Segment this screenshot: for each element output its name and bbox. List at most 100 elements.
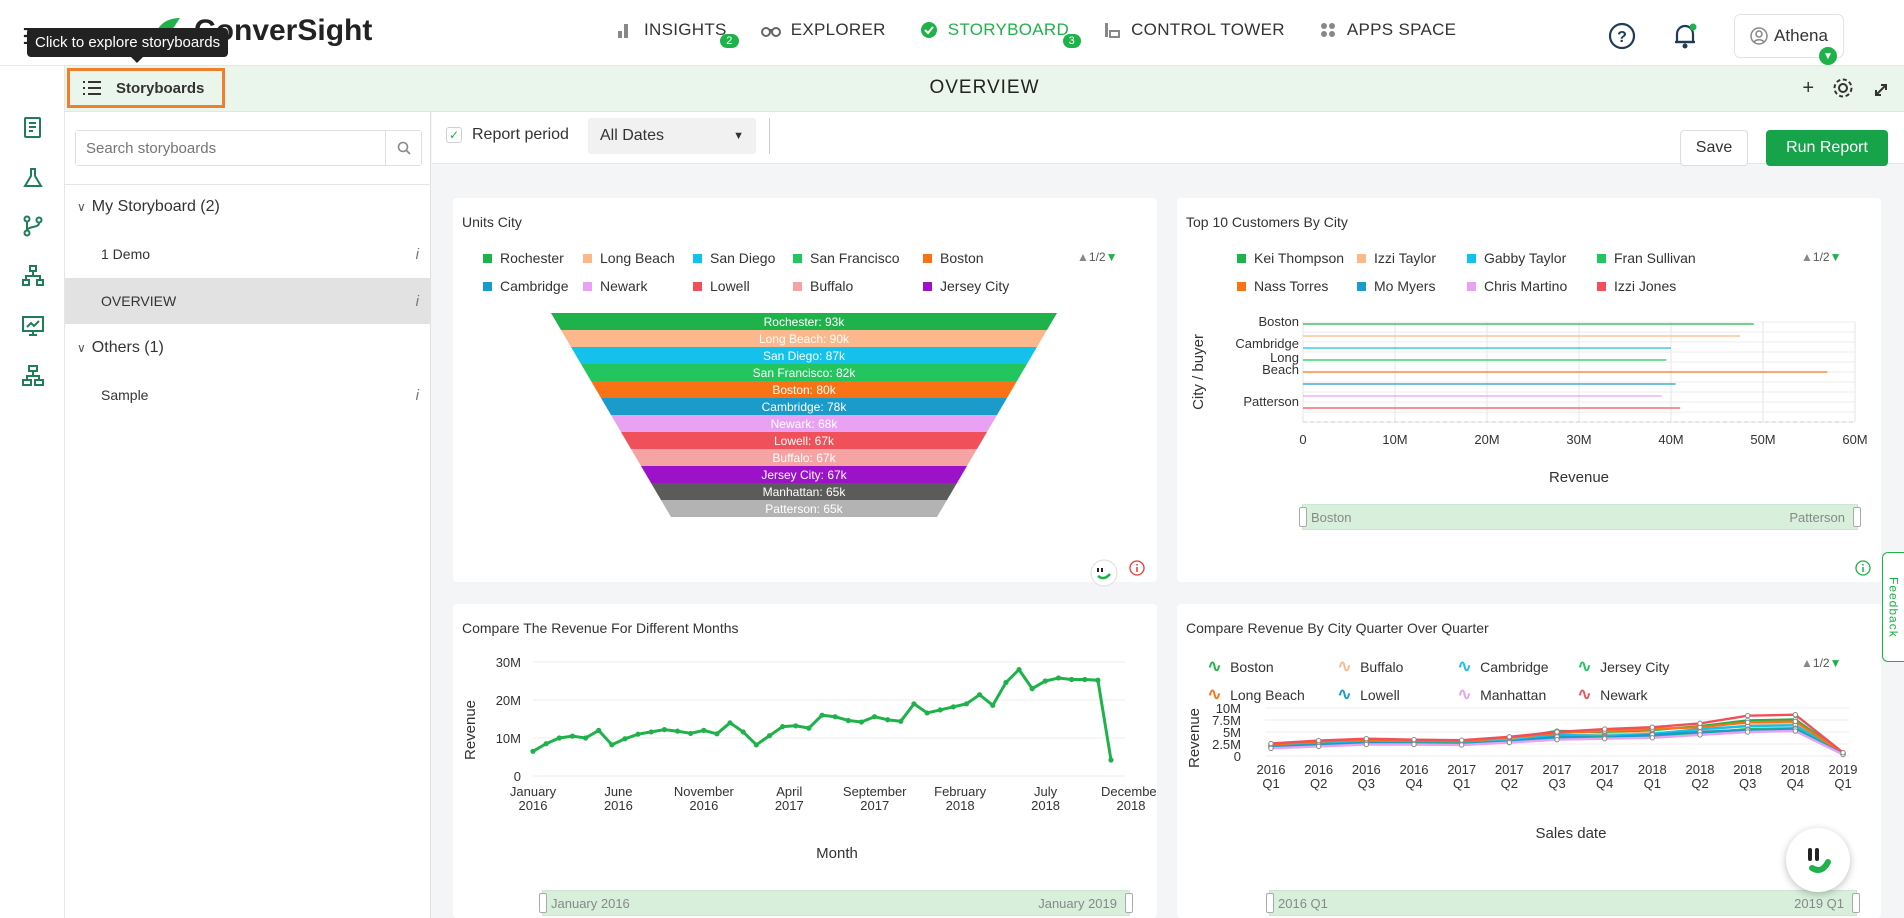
legend-item[interactable]: ∿ Cambridge	[1457, 656, 1549, 677]
user-menu-button[interactable]: Athena ▼	[1734, 14, 1844, 65]
legend-item[interactable]: Fran Sullivan	[1597, 250, 1696, 266]
range-slider[interactable]: January 2016 January 2019	[539, 890, 1133, 916]
legend-item[interactable]: ∿ Lowell	[1337, 684, 1400, 705]
info-icon[interactable]	[1129, 560, 1145, 576]
info-icon[interactable]	[1855, 560, 1871, 576]
org-chart-icon[interactable]	[21, 364, 45, 388]
legend-pager[interactable]: ▲1/2▼	[1077, 250, 1117, 264]
run-report-button[interactable]: Run Report	[1766, 130, 1888, 166]
storyboard-item-sample[interactable]: Sample i	[65, 372, 431, 418]
search-icon[interactable]	[385, 131, 421, 165]
legend-item[interactable]: Izzi Jones	[1597, 278, 1676, 294]
branch-icon[interactable]	[21, 214, 45, 238]
pager-up-icon[interactable]: ▲	[1801, 656, 1813, 670]
nav-control-tower[interactable]: CONTROL TOWER	[1103, 20, 1285, 40]
date-range-select[interactable]: All Dates ▼	[588, 118, 756, 154]
ai-assistant-icon[interactable]	[1089, 558, 1119, 588]
legend-item[interactable]: San Francisco	[793, 250, 899, 266]
storyboards-toggle-button[interactable]: Storyboards	[67, 68, 225, 108]
legend-item[interactable]: ∿ Jersey City	[1577, 656, 1669, 677]
group-others[interactable]: ∨ Others (1)	[77, 339, 164, 357]
range-slider[interactable]: 2016 Q1 2019 Q1	[1266, 890, 1860, 916]
legend-item[interactable]: Jersey City	[923, 278, 1009, 294]
legend-item[interactable]: ∿ Manhattan	[1457, 684, 1546, 705]
slider-handle-right[interactable]	[1125, 893, 1133, 913]
x-tick-label: 2017	[1590, 762, 1619, 777]
info-icon[interactable]: i	[415, 386, 419, 404]
data-point	[963, 701, 970, 707]
feedback-tab[interactable]: Feedback	[1882, 552, 1904, 662]
y-tick-label: Cambridge	[1235, 336, 1299, 351]
x-tick-label: 2018	[1686, 762, 1715, 777]
funnel-segment	[631, 449, 977, 466]
pager-down-icon[interactable]: ▼	[1829, 250, 1842, 264]
top-bar: ☰ ConverSight Click to explore storyboar…	[0, 0, 1904, 66]
nav-apps-space[interactable]: APPS SPACE	[1319, 20, 1456, 40]
data-point	[911, 701, 917, 707]
nav-insights[interactable]: INSIGHTS 2	[616, 20, 739, 48]
data-point	[806, 725, 812, 731]
legend-item[interactable]: Chris Martino	[1467, 278, 1567, 294]
collapse-icon[interactable]	[1872, 77, 1890, 99]
data-point	[1029, 686, 1035, 692]
gear-icon[interactable]	[1832, 77, 1854, 99]
chatbot-button[interactable]	[1786, 828, 1850, 892]
range-slider[interactable]: Boston Patterson	[1299, 504, 1861, 530]
nav-storyboard[interactable]: STORYBOARD 3	[920, 20, 1082, 48]
storyboard-item-demo[interactable]: 1 Demo i	[65, 231, 431, 277]
legend-item[interactable]: Kei Thompson	[1237, 250, 1344, 266]
pager-up-icon[interactable]: ▲	[1077, 250, 1089, 264]
group-my-storyboard[interactable]: ∨ My Storyboard (2)	[77, 198, 220, 216]
legend-item[interactable]: ∿ Long Beach	[1207, 684, 1305, 705]
legend-swatch	[693, 281, 702, 291]
legend-item[interactable]: ∿ Boston	[1207, 656, 1274, 677]
legend-item[interactable]: Boston	[923, 250, 984, 266]
flask-icon[interactable]	[21, 166, 45, 190]
legend-item[interactable]: Nass Torres	[1237, 278, 1328, 294]
add-icon[interactable]: +	[1802, 77, 1814, 99]
slider-handle-left[interactable]	[1266, 893, 1274, 913]
legend-item[interactable]: ∿ Newark	[1577, 684, 1648, 705]
data-point	[898, 718, 904, 724]
legend-pager[interactable]: ▲1/2▼	[1801, 250, 1841, 264]
hierarchy-icon[interactable]	[21, 264, 45, 288]
slider-handle-left[interactable]	[539, 893, 547, 913]
search-input[interactable]	[76, 131, 385, 165]
presentation-chart-icon[interactable]	[21, 314, 45, 338]
legend-item[interactable]: Izzi Taylor	[1357, 250, 1436, 266]
legend-pager[interactable]: ▲1/2▼	[1801, 656, 1841, 670]
legend-item[interactable]: Mo Myers	[1357, 278, 1435, 294]
pager-down-icon[interactable]: ▼	[1829, 656, 1842, 670]
x-tick-label: June	[604, 784, 632, 799]
legend-item[interactable]: Newark	[583, 278, 647, 294]
pager-up-icon[interactable]: ▲	[1801, 250, 1813, 264]
storyboard-item-overview[interactable]: OVERVIEW i	[65, 278, 431, 324]
help-icon[interactable]: ?	[1608, 22, 1636, 50]
data-point	[832, 714, 838, 720]
slider-handle-right[interactable]	[1852, 893, 1860, 913]
info-icon[interactable]: i	[415, 245, 419, 263]
legend-swatch	[1597, 281, 1606, 291]
legend-label: Cambridge	[1480, 658, 1549, 675]
legend-item[interactable]: Lowell	[693, 278, 750, 294]
notification-bell-icon[interactable]	[1672, 22, 1698, 50]
legend-item[interactable]: Long Beach	[583, 250, 675, 266]
nav-explorer[interactable]: EXPLORER	[760, 20, 886, 40]
pager-down-icon[interactable]: ▼	[1105, 250, 1118, 264]
slider-handle-left[interactable]	[1299, 507, 1307, 527]
report-icon[interactable]	[21, 116, 45, 140]
slider-handle-right[interactable]	[1853, 507, 1861, 527]
legend-item[interactable]: Rochester	[483, 250, 564, 266]
report-period-checkbox[interactable]: ✓	[446, 127, 462, 143]
legend-item[interactable]: Cambridge	[483, 278, 568, 294]
data-point	[1458, 737, 1465, 743]
legend-item[interactable]: ∿ Buffalo	[1337, 656, 1403, 677]
funnel-label: Jersey City: 67k	[761, 468, 847, 482]
legend-item[interactable]: Buffalo	[793, 278, 853, 294]
save-button[interactable]: Save	[1680, 130, 1748, 166]
legend-item[interactable]: San Diego	[693, 250, 775, 266]
info-icon[interactable]: i	[415, 292, 419, 310]
data-point	[1003, 679, 1009, 686]
chevron-down-icon[interactable]: ▼	[1819, 47, 1837, 65]
legend-item[interactable]: Gabby Taylor	[1467, 250, 1566, 266]
